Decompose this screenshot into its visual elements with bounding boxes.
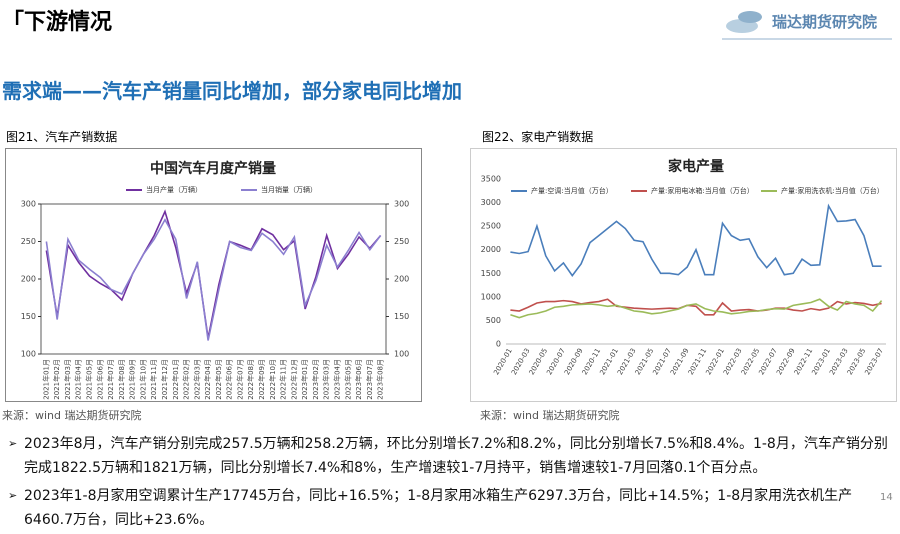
x-tick-label: 2023年03月 [322,359,331,400]
chart-title: 家电产量 [668,158,724,175]
y2-tick-label: 250 [394,237,409,246]
y-tick-label: 2500 [481,222,501,231]
x-tick-label: 2022年08月 [246,359,255,400]
x-tick-label: 2021年09月 [128,359,137,400]
chart: 中国汽车月度产销量 100 150 200 250 300 100 150 200 250 300 2… [21,160,410,400]
chart-frame: 家电产量 0 500 1000 1500 2000 2500 3000 3500 2020-01 2… [470,148,897,402]
y-tick-label: 300 [21,200,36,209]
source: 来源：wind 瑞达期货研究院 [480,409,620,422]
series-line [510,298,883,319]
logo-icon [726,11,762,33]
legend-label: 产量:家用电冰箱:当月值（万台） [651,186,754,195]
y-tick-label: 0 [496,340,501,349]
y-tick-label: 500 [486,316,501,325]
heading: 需求端——汽车产销量同比增加，部分家电同比增加 [2,79,462,103]
figure-label: 图22、家电产销数据 [482,130,594,144]
header-bracket: 「 [2,10,25,35]
chart: 家电产量05001000150020002500300035002020-012… [481,158,886,376]
x-tick-label: 2022年11月 [279,359,288,400]
legend-label: 当月销量（万辆） [261,185,317,194]
chart-title: 中国汽车月度产销量 [150,160,276,177]
x-tick-label: 2021年07月 [106,359,115,400]
y2-tick-label: 300 [394,200,409,209]
logo-text: 瑞达期货研究院 [772,13,878,31]
chart-frame: 中国汽车月度产销量 100 150 200 250 300 100 150 200 250 300 2… [5,148,422,402]
bullet: 2023年8月，汽车产销分别完成257.5万辆和258.2万辆，环比分别增长7.… [8,432,894,480]
x-tick-label: 2022年03月 [192,359,201,400]
x-tick-label: 2023年04月 [332,359,341,400]
series-line [510,203,882,278]
x-tick-label: 2021年08月 [117,359,126,400]
x-tick-label: 2022年02月 [182,359,191,400]
y-tick-label: 200 [21,275,36,284]
header-title: 下游情况 [24,10,113,35]
x-tick-label: 2023年08月 [376,359,385,400]
x-tick-label: 2023年07月 [365,359,374,400]
x-tick-label: 2022年06月 [225,359,234,400]
figure-label: 图21、汽车产销数据 [6,130,118,144]
bullet: 2023年1-8月家用空调累计生产17745万台，同比+16.5%；1-8月家用… [8,484,894,532]
x-tick-label: 2021年12月 [160,359,169,400]
page-number: 14 [880,492,893,503]
y-tick-label: 1000 [481,292,501,301]
y-tick-label: 150 [21,312,36,321]
y-tick-label: 3500 [481,175,501,184]
x-tick-label: 2022年09月 [257,359,266,400]
x-tick-label: 2023年06月 [354,359,363,400]
series-line [45,218,382,341]
series-line [510,298,882,316]
y-tick-label: 250 [21,237,36,246]
header: 「下游情况 [2,4,112,36]
x-tick-label: 2021年11月 [149,359,158,400]
x-tick-label: 2022年01月 [171,359,180,400]
x-tick-label: 2022年10月 [268,359,277,400]
x-tick-label: 2022年07月 [235,359,244,400]
x-tick-label: 2022年04月 [203,359,212,400]
x-tick-label: 2021年02月 [52,359,61,400]
x-tick-label: 2021年04月 [74,359,83,400]
legend-label: 当月产量（万辆） [146,185,202,194]
x-tick-label: 2021年10月 [138,359,147,400]
y2-tick-label: 100 [394,350,409,359]
x-tick-label: 2021年05月 [85,359,94,400]
y2-tick-label: 200 [394,275,409,284]
x-tick-label: 2022年05月 [214,359,223,400]
y-tick-label: 100 [21,350,36,359]
y-tick-label: 1500 [481,269,501,278]
x-tick-label: 2022年12月 [289,359,298,400]
y-tick-label: 2000 [481,245,501,254]
x-tick-label: 2023年02月 [311,359,320,400]
y2-tick-label: 150 [394,312,409,321]
x-tick-label: 2021年01月 [41,359,50,400]
x-tick-label: 2021年03月 [63,359,72,400]
x-tick-label: 2021年06月 [95,359,104,400]
source: 来源：wind 瑞达期货研究院 [2,409,142,422]
x-tick-label: 2023年01月 [300,359,309,400]
legend-label: 产量:家用洗衣机:当月值（万台） [781,186,884,195]
legend-label: 产量:空调:当月值（万台） [531,186,613,195]
logo: 瑞达期货研究院 [722,6,892,40]
y-tick-label: 3000 [481,198,501,207]
x-tick-label: 2023年05月 [343,359,352,400]
